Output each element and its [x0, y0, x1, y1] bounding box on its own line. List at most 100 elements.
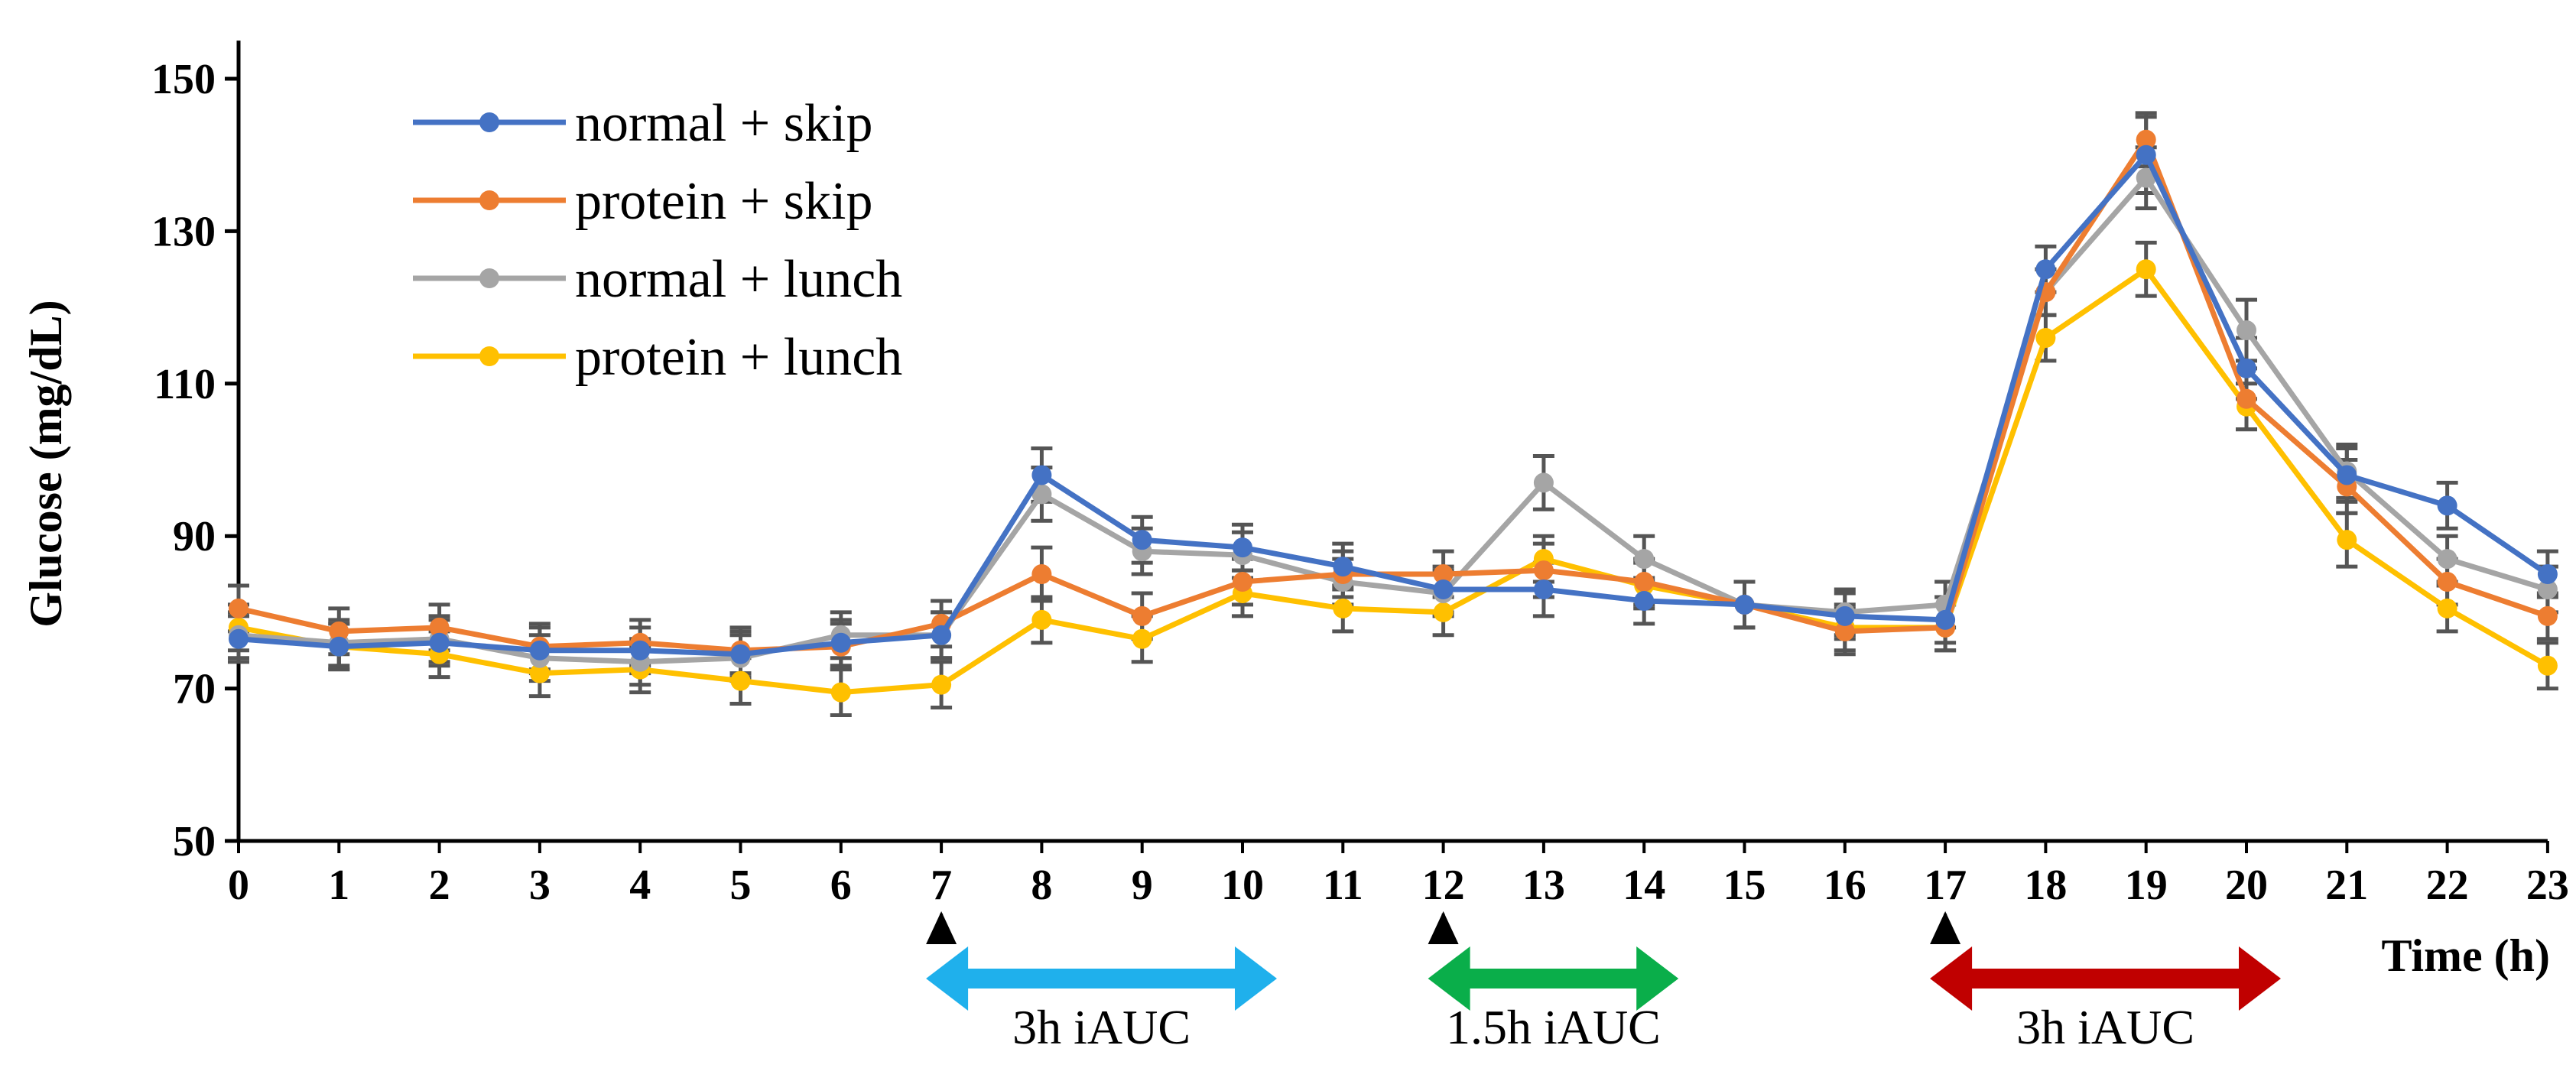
data-point-normal-skip — [1433, 579, 1454, 599]
data-point-protein-skip — [1433, 564, 1454, 585]
series-lines — [229, 129, 2558, 703]
data-point-normal-skip — [830, 632, 851, 653]
x-tick-label: 5 — [730, 862, 752, 909]
legend-label-normal-lunch: normal + lunch — [575, 250, 902, 309]
data-point-normal-skip — [1734, 594, 1755, 615]
iauc-annotations: 3h iAUC 1.5h iAUC 3h iAUC — [926, 911, 2281, 1054]
x-tick-label: 6 — [830, 862, 852, 909]
data-point-protein-lunch — [730, 670, 751, 691]
data-point-normal-skip — [1935, 609, 1956, 630]
data-point-normal-lunch — [1031, 484, 1052, 505]
data-point-protein-lunch — [529, 663, 550, 683]
iauc-double-arrow — [1930, 946, 2281, 1011]
data-point-protein-skip — [2537, 605, 2558, 626]
series-line-normal-skip — [238, 152, 2549, 657]
data-point-normal-skip — [229, 628, 249, 649]
data-point-protein-lunch — [2035, 327, 2056, 348]
y-tick-label: 150 — [151, 56, 216, 103]
x-tick-label: 17 — [1924, 862, 1967, 909]
data-point-normal-lunch — [2537, 579, 2558, 599]
legend-label-protein-lunch: protein + lunch — [575, 328, 902, 387]
x-tick-label: 8 — [1031, 862, 1052, 909]
series-line-normal-lunch — [238, 175, 2548, 665]
data-point-normal-lunch — [2437, 549, 2457, 570]
data-point-protein-skip — [1533, 560, 1554, 581]
x-tick-label: 0 — [228, 862, 249, 909]
data-point-protein-lunch — [1031, 609, 1052, 630]
x-tick-label: 11 — [1323, 862, 1363, 909]
data-point-protein-skip — [1031, 564, 1052, 585]
data-point-protein-skip — [429, 617, 450, 638]
data-point-protein-lunch — [830, 682, 851, 703]
data-point-normal-skip — [2537, 564, 2558, 585]
meal-marker-arrow-icon — [1930, 911, 1961, 944]
x-tick-label: 1 — [328, 862, 349, 909]
y-tick-label: 110 — [154, 361, 216, 408]
iauc-label: 3h iAUC — [1012, 1000, 1191, 1054]
x-tick-label: 22 — [2426, 862, 2469, 909]
data-point-protein-lunch — [2337, 530, 2357, 550]
data-point-normal-lunch — [2136, 167, 2156, 188]
legend-swatch-marker-protein-skip — [479, 190, 499, 210]
data-point-normal-lunch — [2237, 320, 2256, 341]
x-tick-label: 12 — [1422, 862, 1465, 909]
data-point-normal-skip — [329, 636, 349, 657]
x-tick-label: 4 — [629, 862, 651, 909]
data-point-protein-lunch — [1433, 602, 1454, 622]
y-axis-title: Glucose (mg/dL) — [21, 300, 71, 627]
legend-label-protein-skip: protein + skip — [575, 172, 872, 231]
data-point-protein-skip — [329, 621, 349, 641]
x-tick-label: 10 — [1221, 862, 1264, 909]
data-point-normal-skip — [1132, 530, 1152, 550]
data-point-normal-lunch — [1634, 549, 1655, 570]
iauc-double-arrow — [926, 946, 1277, 1011]
series-line-protein-skip — [238, 137, 2549, 654]
data-point-protein-lunch — [1333, 598, 1353, 618]
data-point-protein-lunch — [2136, 259, 2156, 280]
legend-label-normal-skip: normal + skip — [575, 94, 872, 153]
data-point-normal-lunch — [1533, 472, 1554, 493]
meal-marker-arrow-icon — [926, 911, 957, 944]
iauc-label: 1.5h iAUC — [1446, 1000, 1661, 1054]
data-point-protein-skip — [2136, 129, 2156, 150]
data-point-protein-skip — [2437, 572, 2457, 592]
data-point-normal-skip — [630, 640, 651, 661]
x-tick-label: 2 — [429, 862, 450, 909]
legend-swatch-marker-normal-skip — [479, 112, 499, 132]
data-point-normal-skip — [931, 625, 952, 645]
x-tick-label: 3 — [529, 862, 551, 909]
data-point-normal-skip — [1233, 537, 1252, 558]
data-point-protein-skip — [1132, 605, 1152, 626]
y-tick-label: 70 — [173, 666, 216, 713]
data-point-normal-skip — [1634, 590, 1655, 611]
data-point-normal-skip — [1834, 605, 1855, 626]
legend: normal + skip protein + skip normal + lunc… — [413, 94, 902, 387]
y-tick-label: 50 — [173, 818, 216, 865]
data-point-normal-skip — [2136, 144, 2156, 165]
data-point-protein-lunch — [931, 674, 952, 695]
legend-swatch-marker-protein-lunch — [479, 346, 499, 366]
data-point-protein-skip — [2237, 388, 2256, 409]
data-point-protein-skip — [1634, 572, 1655, 592]
data-point-normal-skip — [2035, 259, 2056, 280]
data-point-normal-skip — [1333, 557, 1353, 577]
y-tick-label: 130 — [151, 208, 216, 255]
data-point-normal-skip — [529, 640, 550, 661]
x-tick-label: 13 — [1522, 862, 1565, 909]
data-point-protein-lunch — [2537, 655, 2558, 676]
data-point-normal-skip — [2437, 495, 2457, 516]
data-point-normal-skip — [730, 644, 751, 664]
x-tick-label: 23 — [2526, 862, 2569, 909]
data-point-protein-skip — [229, 598, 249, 618]
series-line-protein-lunch — [238, 266, 2549, 696]
data-point-protein-lunch — [1132, 628, 1152, 649]
data-point-normal-skip — [1031, 465, 1052, 485]
x-tick-label: 19 — [2125, 862, 2168, 909]
data-point-normal-skip — [2337, 465, 2357, 485]
x-tick-label: 18 — [2024, 862, 2067, 909]
x-tick-label: 15 — [1723, 862, 1766, 909]
y-tick-label: 90 — [173, 513, 216, 560]
x-tick-label: 9 — [1132, 862, 1153, 909]
meal-marker-arrow-icon — [1428, 911, 1459, 944]
